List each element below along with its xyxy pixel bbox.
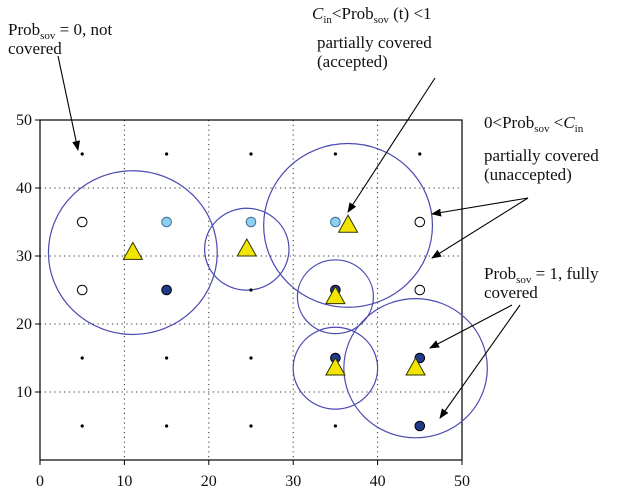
- grid-point-not-covered: [249, 152, 253, 156]
- sensors: [122, 214, 426, 376]
- sensing-range-circle: [203, 207, 290, 291]
- grid-point-not-covered: [249, 424, 253, 428]
- annotation-arrows: [57, 55, 529, 419]
- grid-point-not-covered: [165, 424, 169, 428]
- grid-points: [76, 152, 426, 432]
- grid-point-not-covered: [333, 152, 337, 156]
- grid-point-fully-covered: [161, 284, 172, 296]
- x-tick-label: 10: [116, 473, 132, 490]
- grid-point-not-covered: [80, 356, 84, 360]
- annotation-arrow: [439, 304, 521, 419]
- annotation-arrow: [429, 304, 513, 349]
- grid-point-not-covered: [165, 152, 169, 156]
- y-tick-label: 10: [16, 384, 32, 401]
- grid-point-not-covered: [249, 356, 253, 360]
- annotation-unaccepted: 0<Probsov <Cin partially covered (unacce…: [484, 113, 599, 184]
- annotation-fully-covered: Probsov = 1, fully covered: [484, 264, 599, 302]
- plot-frame: [39, 119, 463, 461]
- y-tick-label: 20: [16, 316, 32, 333]
- sensor-triangle: [405, 356, 426, 376]
- grid-point-not-covered: [80, 424, 84, 428]
- x-tick-label: 50: [454, 473, 470, 490]
- annotation-not-covered: Probsov = 0, not covered: [8, 20, 113, 58]
- grid-point-accepted: [161, 216, 172, 228]
- annotation-arrow: [431, 197, 529, 217]
- sensing-range-circle: [47, 170, 218, 336]
- grid-point-fully-covered: [414, 420, 426, 432]
- grid-point-accepted: [245, 216, 257, 228]
- annotation-arrow: [431, 197, 529, 259]
- sensor-triangle: [325, 285, 346, 305]
- grid-point-not-covered: [80, 152, 84, 156]
- grid-point-unaccepted: [76, 284, 88, 296]
- grid-point-unaccepted: [76, 216, 88, 228]
- grid-point-not-covered: [249, 288, 253, 292]
- grid-point-not-covered: [418, 152, 422, 156]
- axes: [35, 119, 463, 465]
- y-tick-label: 50: [16, 112, 32, 129]
- grid-point-accepted: [330, 216, 341, 228]
- x-tick-label: 30: [285, 473, 301, 490]
- annotation-arrow: [347, 77, 436, 213]
- x-tick-label: 20: [201, 473, 217, 490]
- x-tick-label: 40: [370, 473, 386, 490]
- grid-point-unaccepted: [414, 284, 426, 296]
- sensing-range-circle: [263, 142, 434, 308]
- sensor-triangle: [337, 214, 359, 233]
- grid-point-unaccepted: [414, 216, 426, 228]
- sensor-triangle: [236, 237, 258, 257]
- grid-point-not-covered: [333, 424, 337, 428]
- sensing-ranges: [47, 142, 488, 439]
- x-tick-label: 0: [36, 473, 44, 490]
- tick-labels: 0 10 20 30 40 50 10 20 30 40 50: [16, 112, 470, 490]
- grid-lines: [40, 120, 462, 460]
- annotation-accepted: Cin<Probsov (t) <1 partially covered (ac…: [312, 4, 432, 71]
- grid-point-not-covered: [165, 356, 169, 360]
- y-tick-label: 40: [16, 180, 32, 197]
- annotation-arrow: [57, 55, 81, 151]
- sensing-range-circle: [292, 326, 379, 410]
- sensor-triangle: [122, 241, 144, 260]
- sensing-range-circle: [343, 298, 488, 439]
- sensing-range-circle: [296, 259, 374, 335]
- y-tick-label: 30: [16, 248, 32, 265]
- sensor-triangle: [325, 356, 346, 376]
